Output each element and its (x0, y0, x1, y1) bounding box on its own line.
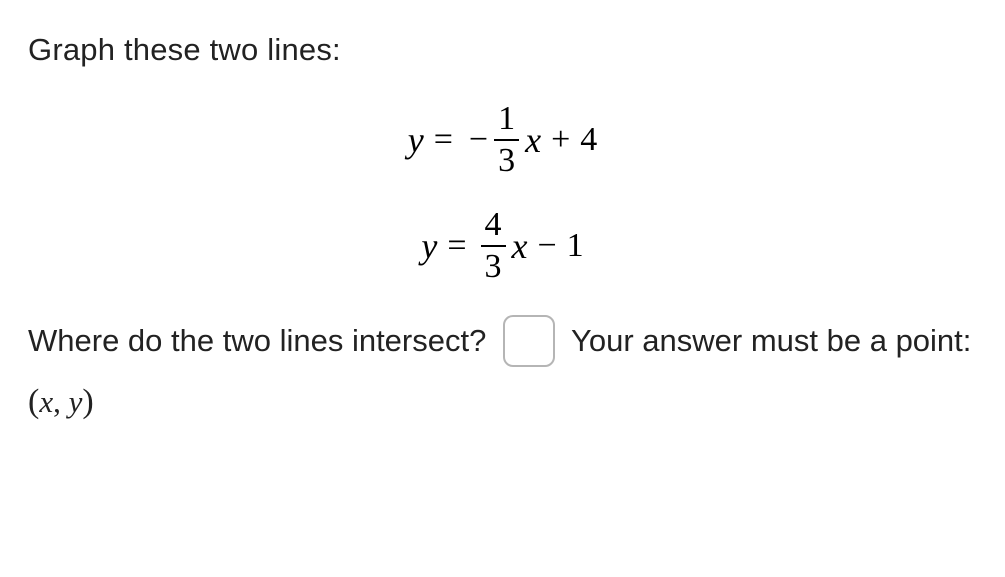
eq1-const: 4 (580, 121, 597, 159)
fraction-bar (494, 139, 519, 141)
eq2-lhs-var: y (421, 225, 437, 267)
equation-2: y = 4 3 x − 1 (421, 208, 583, 284)
answer-input-box[interactable] (503, 315, 555, 367)
point-close-paren: ) (82, 383, 93, 420)
eq2-equals: = (447, 227, 466, 265)
point-x-var: x (39, 384, 53, 419)
eq1-op: + (551, 121, 570, 159)
eq1-leading-neg: − (469, 121, 488, 159)
eq1-equals: = (434, 121, 453, 159)
point-open-paren: ( (28, 383, 39, 420)
point-y-var: y (69, 384, 83, 419)
point-comma: , (53, 384, 61, 419)
eq2-const: 1 (567, 227, 584, 265)
question-part1: Where do the two lines intersect? (28, 323, 486, 358)
eq2-fraction: 4 3 (481, 208, 506, 284)
eq1-fraction: 1 3 (494, 102, 519, 178)
eq2-op: − (537, 227, 556, 265)
eq1-frac-den: 3 (494, 144, 519, 178)
fraction-bar (481, 245, 506, 247)
equation-1: y = − 1 3 x + 4 (408, 102, 598, 178)
question-part2: Your answer must be a point: (571, 323, 971, 358)
eq2-frac-num: 4 (481, 208, 506, 242)
eq1-lhs-var: y (408, 119, 424, 161)
eq2-frac-den: 3 (481, 250, 506, 284)
eq1-rhs-var: x (525, 119, 541, 161)
instruction-text: Graph these two lines: (28, 32, 977, 68)
eq2-rhs-var: x (512, 225, 528, 267)
equations-block: y = − 1 3 x + 4 y = 4 3 x − 1 (28, 102, 977, 284)
eq1-frac-num: 1 (494, 102, 519, 136)
answer-format-point: (x, y) (28, 384, 94, 419)
question-text: Where do the two lines intersect? Your a… (28, 312, 977, 434)
